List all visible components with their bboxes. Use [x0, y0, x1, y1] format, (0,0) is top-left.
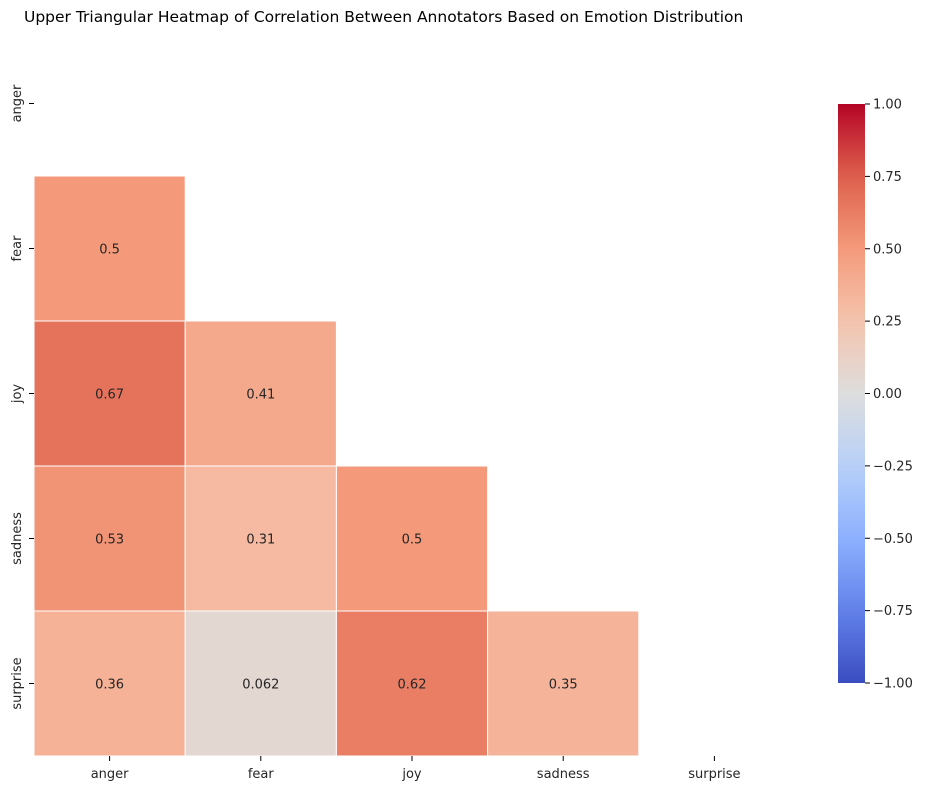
- colorbar-tick-label: −1.00: [873, 677, 913, 692]
- cell-annotation: 0.5: [99, 243, 120, 258]
- cell-annotation: 0.36: [95, 678, 124, 693]
- colorbar-tick-label: 0.00: [873, 387, 902, 402]
- heatmap-cell-joy-fear: [184, 320, 337, 467]
- cell-annotation: 0.31: [246, 533, 275, 548]
- heatmap-cell-sadness-anger: [33, 465, 186, 612]
- cell-annotations: 0.5 0.67 0.41 0.53 0.31 0.5 0.36 0.062 0.62 0.35: [95, 243, 578, 693]
- cell-annotation: 0.5: [402, 533, 423, 548]
- y-tick-label-fear: fear: [10, 235, 25, 262]
- heatmap-cell-fear-anger: [33, 175, 186, 322]
- colorbar-tick-label: 0.50: [873, 242, 902, 257]
- chart-title: Upper Triangular Heatmap of Correlation …: [24, 8, 743, 26]
- heatmap-cell-sadness-joy: [335, 465, 489, 612]
- cell-annotation: 0.62: [398, 678, 427, 693]
- heatmap-cell-surprise-sadness: [487, 610, 640, 757]
- x-tick-label-sadness: sadness: [537, 767, 590, 782]
- y-tick-label-joy: joy: [10, 384, 25, 405]
- cell-annotation: 0.41: [246, 388, 275, 403]
- y-axis: anger fear joy sadness surprise: [10, 84, 34, 710]
- colorbar-tick-label: 1.00: [873, 98, 902, 113]
- heatmap-cell-sadness-fear: [184, 465, 337, 612]
- colorbar-tick-label: 0.25: [873, 315, 902, 330]
- colorbar-tick-label: −0.50: [873, 532, 913, 547]
- heatmap-cells: [33, 175, 640, 757]
- cell-annotation: 0.53: [95, 533, 124, 548]
- x-axis: anger fear joy sadness surprise: [91, 756, 741, 782]
- heatmap-cell-surprise-anger: [33, 610, 186, 757]
- cell-annotation: 0.062: [242, 678, 279, 693]
- x-tick-label-anger: anger: [91, 767, 129, 782]
- colorbar: 1.00 0.75 0.50 0.25 0.00 −0.25 −0.50 −0.75 −1.00: [838, 98, 913, 692]
- heatmap-cell-joy-anger: [33, 320, 186, 467]
- y-tick-label-anger: anger: [10, 84, 25, 122]
- y-tick-label-sadness: sadness: [10, 512, 25, 565]
- colorbar-tick-label: −0.75: [873, 604, 913, 619]
- colorbar-tick-label: −0.25: [873, 459, 913, 474]
- x-tick-label-surprise: surprise: [688, 767, 740, 782]
- x-tick-label-joy: joy: [401, 767, 422, 782]
- cell-annotation: 0.35: [549, 678, 578, 693]
- heatmap-cell-surprise-fear: [184, 610, 337, 757]
- y-tick-label-surprise: surprise: [10, 657, 25, 709]
- colorbar-gradient: [838, 104, 865, 683]
- cell-annotation: 0.67: [95, 388, 124, 403]
- x-tick-label-fear: fear: [248, 767, 275, 782]
- colorbar-tick-label: 0.75: [873, 170, 902, 185]
